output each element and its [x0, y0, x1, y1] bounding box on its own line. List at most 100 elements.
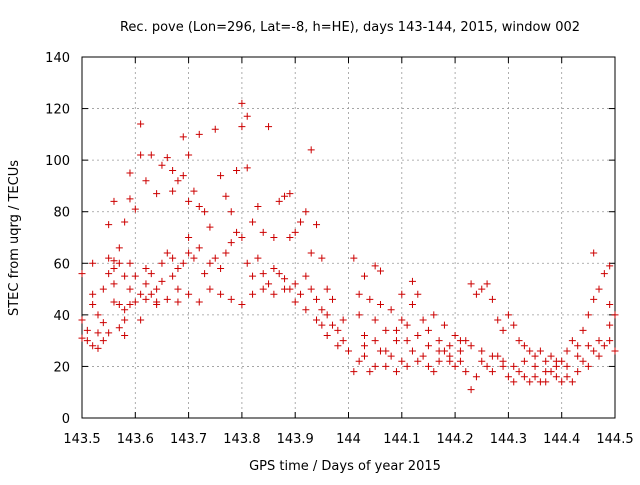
data-point	[142, 177, 150, 185]
data-point	[563, 373, 571, 381]
data-point	[488, 368, 496, 376]
data-point	[83, 326, 91, 334]
data-point	[131, 272, 139, 280]
x-tick-label: 144.3	[490, 432, 527, 447]
data-point	[163, 154, 171, 162]
data-point	[350, 254, 358, 262]
data-point	[126, 285, 134, 293]
data-point	[371, 316, 379, 324]
data-point	[611, 311, 619, 319]
data-point	[334, 342, 342, 350]
data-point	[606, 262, 614, 270]
data-point	[259, 285, 267, 293]
y-tick-label: 40	[53, 309, 70, 324]
data-point	[94, 344, 102, 352]
data-point	[366, 368, 374, 376]
data-point	[233, 166, 241, 174]
data-point	[403, 321, 411, 329]
y-tick-label: 120	[45, 103, 70, 118]
data-point	[163, 295, 171, 303]
data-point	[456, 347, 464, 355]
data-point	[478, 357, 486, 365]
data-point	[83, 337, 91, 345]
data-point	[169, 254, 177, 262]
data-point	[584, 311, 592, 319]
data-point	[414, 331, 422, 339]
x-tick-label: 144.5	[596, 432, 633, 447]
data-point	[579, 326, 587, 334]
data-point	[323, 311, 331, 319]
data-point	[579, 357, 587, 365]
data-point	[590, 295, 598, 303]
data-point	[249, 290, 257, 298]
data-point	[126, 169, 134, 177]
data-point	[360, 342, 368, 350]
data-point	[526, 347, 534, 355]
data-point	[190, 187, 198, 195]
data-point	[89, 290, 97, 298]
data-point	[174, 177, 182, 185]
data-point	[451, 331, 459, 339]
data-point	[99, 337, 107, 345]
data-point	[297, 290, 305, 298]
data-point	[440, 321, 448, 329]
data-point	[121, 218, 129, 226]
data-point	[606, 337, 614, 345]
data-point	[286, 234, 294, 241]
data-point	[286, 190, 294, 198]
data-point	[185, 197, 193, 205]
data-point	[153, 301, 161, 309]
data-point	[488, 352, 496, 360]
data-point	[158, 277, 166, 285]
data-point	[121, 331, 129, 339]
data-point	[339, 337, 347, 345]
data-point	[137, 151, 145, 159]
data-point	[158, 259, 166, 267]
data-point	[424, 326, 432, 334]
data-point	[110, 298, 118, 306]
data-point	[536, 347, 544, 355]
y-axis-label: STEC from uqrg / TECUs	[7, 160, 22, 316]
x-tick-label: 143.9	[277, 432, 314, 447]
data-point	[595, 285, 603, 293]
data-point	[446, 357, 454, 365]
data-point	[201, 270, 209, 278]
data-point	[382, 362, 390, 370]
data-point	[329, 295, 337, 303]
data-point	[563, 347, 571, 355]
data-point	[515, 368, 523, 376]
x-tick-label: 143.8	[223, 432, 260, 447]
data-point	[552, 357, 560, 365]
x-tick-label: 144	[336, 432, 361, 447]
data-point	[531, 373, 539, 381]
data-point	[174, 298, 182, 306]
data-point	[446, 342, 454, 350]
data-point	[243, 164, 251, 172]
data-point	[510, 362, 518, 370]
data-point	[600, 342, 608, 350]
x-tick-label: 144.4	[543, 432, 580, 447]
data-point	[403, 337, 411, 345]
data-point	[105, 329, 113, 337]
data-point	[233, 228, 241, 236]
data-point	[313, 295, 321, 303]
data-point	[606, 301, 614, 309]
data-point	[510, 378, 518, 386]
data-point	[147, 151, 155, 159]
data-point	[174, 285, 182, 293]
data-point	[574, 368, 582, 376]
x-tick-label: 144.1	[383, 432, 420, 447]
data-point	[467, 342, 475, 350]
y-tick-label: 140	[45, 51, 70, 66]
data-point	[110, 197, 118, 205]
data-point	[174, 264, 182, 272]
data-point	[78, 334, 86, 342]
data-point	[574, 342, 582, 350]
data-point	[110, 280, 118, 288]
data-point	[131, 298, 139, 306]
data-point	[323, 285, 331, 293]
data-point	[366, 295, 374, 303]
data-point	[78, 316, 86, 324]
data-point	[387, 352, 395, 360]
